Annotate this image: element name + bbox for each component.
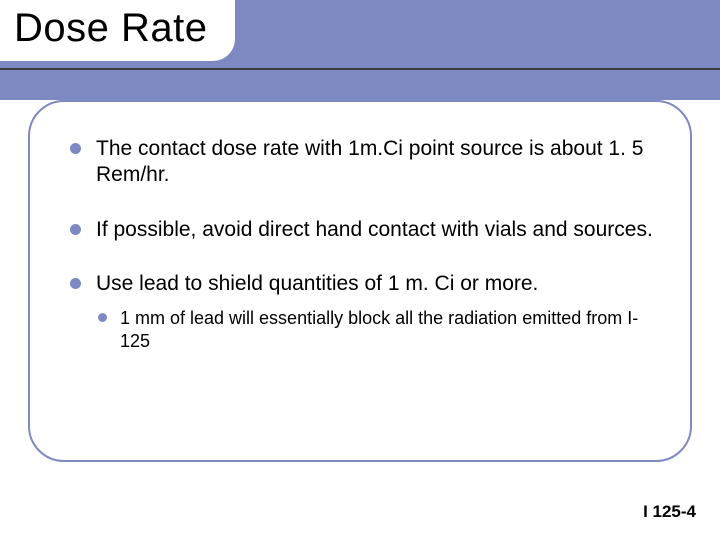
list-item: Use lead to shield quantities of 1 m. Ci… [70,271,656,352]
list-item: 1 mm of lead will essentially block all … [96,307,656,352]
sub-list: 1 mm of lead will essentially block all … [96,307,656,352]
bullet-text: Use lead to shield quantities of 1 m. Ci… [96,272,538,295]
list-item: If possible, avoid direct hand contact w… [70,217,656,243]
slide-title: Dose Rate [14,6,207,51]
slide-number: I 125-4 [643,502,696,522]
header-rule [0,68,720,70]
title-container: Dose Rate [0,0,235,61]
bullet-text: If possible, avoid direct hand contact w… [96,218,653,241]
bullet-list: The contact dose rate with 1m.Ci point s… [70,136,656,352]
list-item: The contact dose rate with 1m.Ci point s… [70,136,656,189]
sub-bullet-text: 1 mm of lead will essentially block all … [120,308,638,351]
content-panel: The contact dose rate with 1m.Ci point s… [28,100,692,462]
bullet-text: The contact dose rate with 1m.Ci point s… [96,137,643,186]
